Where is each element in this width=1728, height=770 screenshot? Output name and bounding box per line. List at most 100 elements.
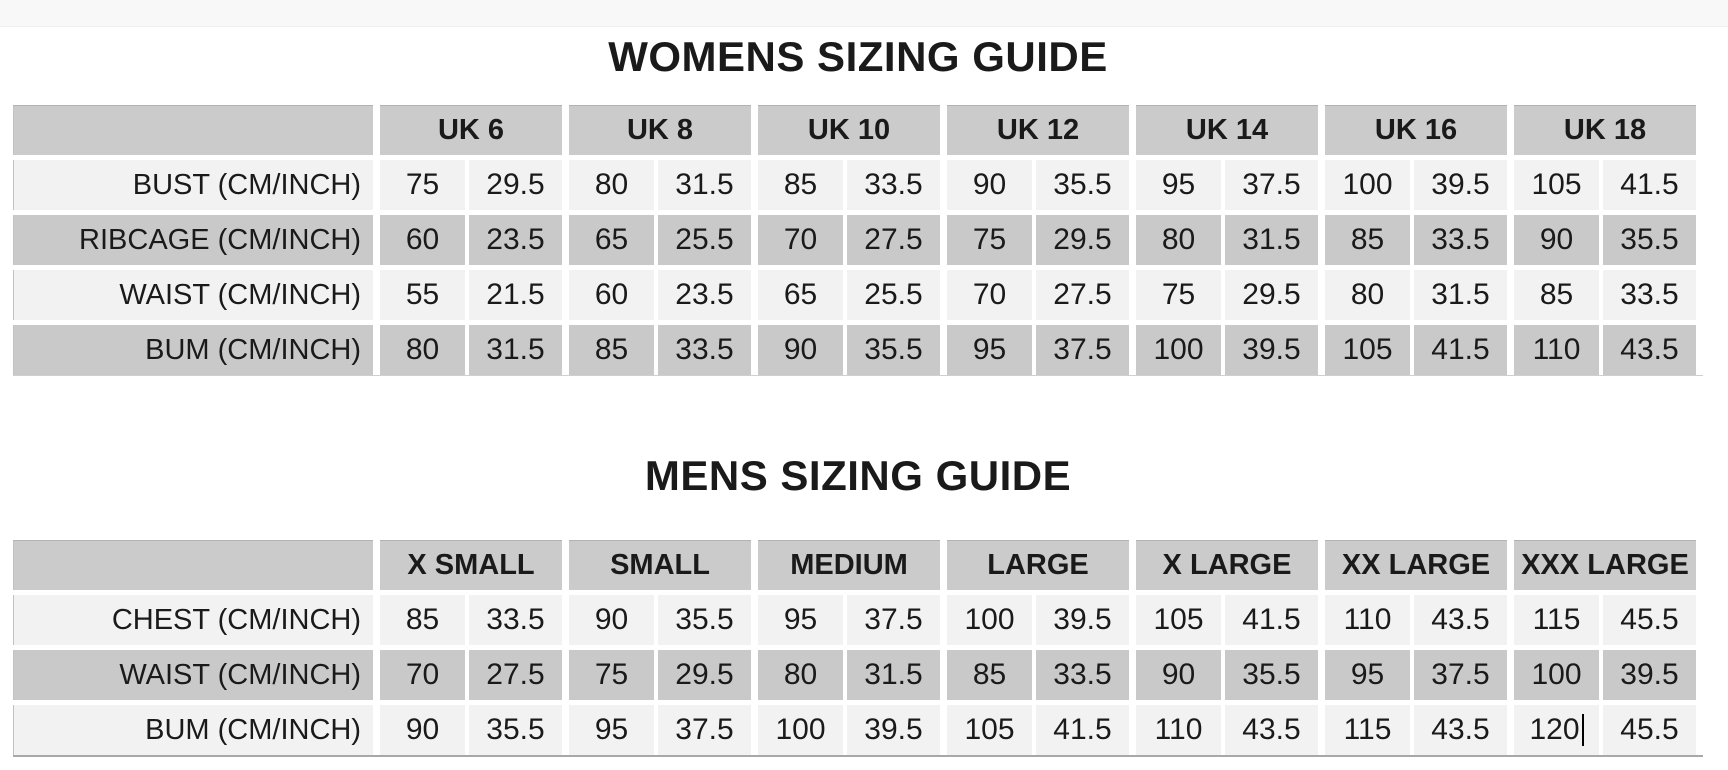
mens-guide-title[interactable]: MENS SIZING GUIDE [644, 452, 1072, 499]
cm-value-cell[interactable]: 90 [569, 595, 654, 645]
cm-value-cell[interactable]: 100 [947, 595, 1032, 645]
measurement-label-cell[interactable]: BUST (CM/INCH) [13, 160, 373, 210]
inch-value-cell[interactable]: 39.5 [1414, 160, 1507, 210]
inch-value-cell[interactable]: 31.5 [1414, 270, 1507, 320]
inch-value-cell[interactable]: 39.5 [1225, 325, 1318, 375]
size-column-header[interactable]: X SMALL [380, 540, 562, 590]
inch-value-cell[interactable]: 43.5 [1603, 325, 1696, 375]
inch-value-cell[interactable]: 37.5 [1225, 160, 1318, 210]
inch-value-cell[interactable]: 35.5 [1603, 215, 1696, 265]
cm-value-cell[interactable]: 85 [947, 650, 1032, 700]
size-column-header[interactable]: UK 10 [758, 105, 940, 155]
cm-value-cell[interactable]: 105 [1325, 325, 1410, 375]
inch-value-cell[interactable]: 43.5 [1225, 705, 1318, 755]
cm-value-cell[interactable]: 80 [380, 325, 465, 375]
cm-value-cell[interactable]: 100 [1514, 650, 1599, 700]
size-column-header[interactable]: UK 12 [947, 105, 1129, 155]
inch-value-cell[interactable]: 35.5 [847, 325, 940, 375]
size-column-header[interactable]: XXX LARGE [1514, 540, 1696, 590]
cm-value-cell[interactable]: 70 [380, 650, 465, 700]
cm-value-cell[interactable]: 80 [569, 160, 654, 210]
cm-value-cell[interactable]: 120 [1514, 705, 1599, 755]
cm-value-cell[interactable]: 90 [1136, 650, 1221, 700]
inch-value-cell[interactable]: 23.5 [658, 270, 751, 320]
cm-value-cell[interactable]: 100 [1325, 160, 1410, 210]
inch-value-cell[interactable]: 43.5 [1414, 705, 1507, 755]
inch-value-cell[interactable]: 41.5 [1414, 325, 1507, 375]
measurement-label-cell[interactable]: CHEST (CM/INCH) [13, 595, 373, 645]
inch-value-cell[interactable]: 37.5 [847, 595, 940, 645]
inch-value-cell[interactable]: 29.5 [469, 160, 562, 210]
womens-guide-title[interactable]: WOMENS SIZING GUIDE [608, 33, 1108, 80]
cm-value-cell[interactable]: 95 [947, 325, 1032, 375]
cm-value-cell[interactable]: 95 [569, 705, 654, 755]
cm-value-cell[interactable]: 65 [569, 215, 654, 265]
inch-value-cell[interactable]: 29.5 [1036, 215, 1129, 265]
cm-value-cell[interactable]: 80 [758, 650, 843, 700]
measurement-label-cell[interactable]: RIBCAGE (CM/INCH) [13, 215, 373, 265]
cm-value-cell[interactable]: 115 [1514, 595, 1599, 645]
cm-value-cell[interactable]: 100 [1136, 325, 1221, 375]
cm-value-cell[interactable]: 90 [758, 325, 843, 375]
cm-value-cell[interactable]: 105 [947, 705, 1032, 755]
inch-value-cell[interactable]: 41.5 [1225, 595, 1318, 645]
inch-value-cell[interactable]: 27.5 [847, 215, 940, 265]
inch-value-cell[interactable]: 27.5 [1036, 270, 1129, 320]
inch-value-cell[interactable]: 33.5 [1603, 270, 1696, 320]
size-column-header[interactable]: XX LARGE [1325, 540, 1507, 590]
inch-value-cell[interactable]: 31.5 [658, 160, 751, 210]
cm-value-cell[interactable]: 85 [569, 325, 654, 375]
cm-value-cell[interactable]: 75 [569, 650, 654, 700]
inch-value-cell[interactable]: 25.5 [847, 270, 940, 320]
cm-value-cell[interactable]: 105 [1136, 595, 1221, 645]
inch-value-cell[interactable]: 33.5 [847, 160, 940, 210]
inch-value-cell[interactable]: 35.5 [1225, 650, 1318, 700]
cm-value-cell[interactable]: 80 [1325, 270, 1410, 320]
cm-value-cell[interactable]: 100 [758, 705, 843, 755]
size-column-header[interactable]: UK 18 [1514, 105, 1696, 155]
cm-value-cell[interactable]: 85 [758, 160, 843, 210]
cm-value-cell[interactable]: 70 [758, 215, 843, 265]
cm-value-cell[interactable]: 95 [1325, 650, 1410, 700]
cm-value-cell[interactable]: 90 [380, 705, 465, 755]
header-corner-cell[interactable] [13, 540, 373, 590]
inch-value-cell[interactable]: 39.5 [1036, 595, 1129, 645]
cm-value-cell[interactable]: 85 [1514, 270, 1599, 320]
inch-value-cell[interactable]: 41.5 [1603, 160, 1696, 210]
inch-value-cell[interactable]: 33.5 [469, 595, 562, 645]
inch-value-cell[interactable]: 41.5 [1036, 705, 1129, 755]
inch-value-cell[interactable]: 35.5 [658, 595, 751, 645]
inch-value-cell[interactable]: 33.5 [1036, 650, 1129, 700]
inch-value-cell[interactable]: 35.5 [469, 705, 562, 755]
cm-value-cell[interactable]: 60 [569, 270, 654, 320]
cm-value-cell[interactable]: 110 [1136, 705, 1221, 755]
header-corner-cell[interactable] [13, 105, 373, 155]
cm-value-cell[interactable]: 80 [1136, 215, 1221, 265]
inch-value-cell[interactable]: 31.5 [1225, 215, 1318, 265]
size-column-header[interactable]: MEDIUM [758, 540, 940, 590]
size-column-header[interactable]: UK 14 [1136, 105, 1318, 155]
inch-value-cell[interactable]: 27.5 [469, 650, 562, 700]
cm-value-cell[interactable]: 60 [380, 215, 465, 265]
inch-value-cell[interactable]: 21.5 [469, 270, 562, 320]
cm-value-cell[interactable]: 70 [947, 270, 1032, 320]
inch-value-cell[interactable]: 39.5 [847, 705, 940, 755]
inch-value-cell[interactable]: 43.5 [1414, 595, 1507, 645]
inch-value-cell[interactable]: 45.5 [1603, 705, 1696, 755]
inch-value-cell[interactable]: 39.5 [1603, 650, 1696, 700]
inch-value-cell[interactable]: 29.5 [1225, 270, 1318, 320]
inch-value-cell[interactable]: 37.5 [1036, 325, 1129, 375]
cm-value-cell[interactable]: 115 [1325, 705, 1410, 755]
cm-value-cell[interactable]: 90 [1514, 215, 1599, 265]
cm-value-cell[interactable]: 95 [758, 595, 843, 645]
cm-value-cell[interactable]: 90 [947, 160, 1032, 210]
inch-value-cell[interactable]: 37.5 [1414, 650, 1507, 700]
size-column-header[interactable]: LARGE [947, 540, 1129, 590]
inch-value-cell[interactable]: 29.5 [658, 650, 751, 700]
size-column-header[interactable]: UK 6 [380, 105, 562, 155]
measurement-label-cell[interactable]: BUM (CM/INCH) [13, 705, 373, 755]
measurement-label-cell[interactable]: WAIST (CM/INCH) [13, 270, 373, 320]
cm-value-cell[interactable]: 55 [380, 270, 465, 320]
inch-value-cell[interactable]: 31.5 [469, 325, 562, 375]
cm-value-cell[interactable]: 95 [1136, 160, 1221, 210]
